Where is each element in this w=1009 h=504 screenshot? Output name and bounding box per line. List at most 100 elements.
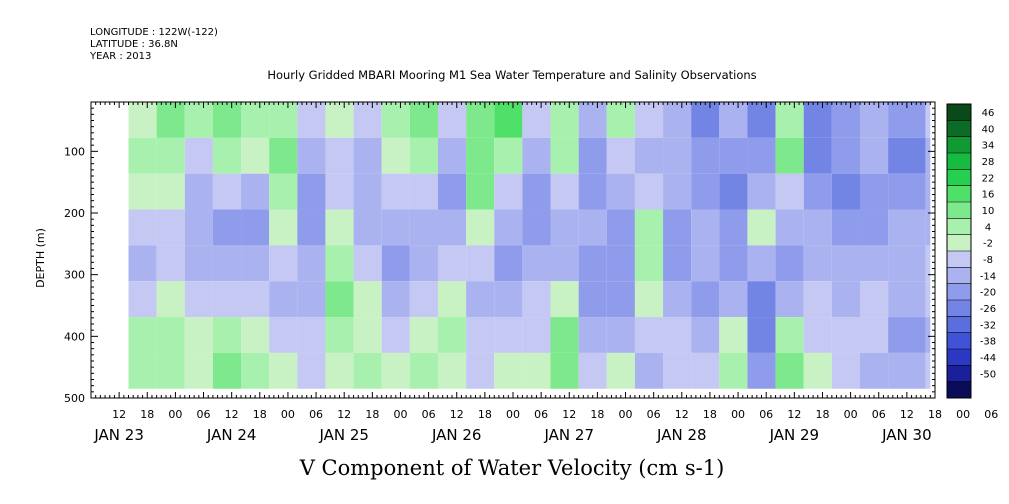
colorbar-label: 28: [982, 157, 995, 168]
heat-cell: [522, 245, 551, 282]
x-date-label: JAN 29: [769, 426, 820, 444]
heat-cell: [606, 173, 635, 210]
x-axis-label: V Component of Water Velocity (cm s-1): [299, 456, 725, 480]
x-date-label: JAN 27: [544, 426, 595, 444]
heat-cell: [353, 317, 382, 353]
heat-cell: [888, 209, 926, 246]
heat-cell: [269, 352, 298, 389]
heat-cell: [466, 245, 495, 282]
heat-cell: [241, 173, 270, 210]
heat-cell: [466, 352, 495, 389]
x-hour-label: 06: [759, 408, 773, 421]
heat-cell: [297, 102, 326, 138]
heat-cell: [212, 281, 242, 318]
heat-cell: [578, 102, 607, 138]
colorbar-label: -14: [980, 271, 996, 282]
year-label: YEAR : 2013: [89, 51, 151, 62]
heat-cell: [888, 137, 926, 174]
x-hour-label: 06: [872, 408, 886, 421]
heat-cell: [719, 281, 748, 318]
heat-cell: [578, 209, 607, 246]
heat-cell: [719, 209, 748, 246]
heat-cell: [353, 209, 382, 246]
x-hour-label: 00: [731, 408, 745, 421]
heat-cell: [925, 317, 931, 353]
heat-cell: [212, 209, 242, 246]
heat-cell: [925, 102, 931, 138]
heat-cell: [156, 245, 185, 282]
heat-cell: [325, 137, 354, 174]
heat-cell: [634, 281, 664, 318]
x-hour-label: 18: [703, 408, 717, 421]
heat-cell: [550, 102, 579, 138]
heat-cell: [831, 102, 860, 138]
heat-cell: [719, 245, 748, 282]
y-tick-label: 500: [64, 392, 85, 405]
heat-cell: [522, 209, 551, 246]
heat-cell: [634, 137, 664, 174]
heat-cell: [494, 173, 523, 210]
heat-cell: [747, 173, 776, 210]
heat-cell: [775, 173, 804, 210]
heat-cell: [634, 352, 664, 389]
heat-cell: [241, 352, 270, 389]
x-hour-label: 18: [928, 408, 942, 421]
heat-cell: [719, 317, 748, 353]
heatmap-cells: [128, 102, 931, 389]
colorbar: 46 40 34 28 22 16 10 4 -2 -8 -14 -20 -26 -32 -38 -44 -50: [946, 103, 996, 399]
heat-cell: [578, 317, 607, 353]
heat-cell: [409, 173, 438, 210]
colorbar-swatch: [947, 349, 971, 366]
x-date-label: JAN 26: [431, 426, 482, 444]
heat-cell: [128, 137, 157, 174]
heat-cell: [241, 102, 270, 138]
heat-cell: [156, 281, 185, 318]
heat-cell: [691, 245, 720, 282]
heat-cell: [269, 281, 298, 318]
heat-cell: [297, 173, 326, 210]
latitude-label: LATITUDE : 36.8N: [90, 39, 178, 50]
x-date-label: JAN 25: [318, 426, 369, 444]
x-hour-label: 06: [534, 408, 548, 421]
heat-cell: [747, 102, 776, 138]
chart-title: Hourly Gridded MBARI Mooring M1 Sea Wate…: [267, 68, 756, 82]
heat-cell: [241, 281, 270, 318]
heat-cell: [494, 281, 523, 318]
y-axis-label: DEPTH (m): [34, 228, 47, 288]
heat-cell: [156, 352, 185, 389]
y-tick-label: 200: [64, 207, 85, 220]
x-hour-label: 18: [140, 408, 154, 421]
y-tick-label: 300: [64, 269, 85, 282]
heat-cell: [184, 245, 213, 282]
heat-cell: [381, 137, 410, 174]
heat-cell: [634, 102, 664, 138]
heat-cell: [184, 281, 213, 318]
colorbar-label: 34: [982, 141, 995, 152]
heat-cell: [269, 137, 298, 174]
heat-cell: [494, 352, 523, 389]
heat-cell: [803, 245, 832, 282]
heat-cell: [663, 317, 692, 353]
heat-cell: [466, 102, 495, 138]
heat-cell: [522, 281, 551, 318]
heat-cell: [466, 173, 495, 210]
x-hour-label: 18: [815, 408, 829, 421]
heat-cell: [606, 137, 635, 174]
heat-cell: [353, 245, 382, 282]
heat-cell: [606, 245, 635, 282]
colorbar-label: 40: [982, 124, 995, 135]
x-hour-label: 18: [253, 408, 267, 421]
heat-cell: [719, 352, 748, 389]
x-ticks: [90, 102, 936, 398]
heat-cell: [241, 245, 270, 282]
plot-area: 100 200 300 400 500: [64, 101, 936, 405]
heat-cell: [606, 281, 635, 318]
heat-cell: [522, 102, 551, 138]
heat-cell: [156, 102, 185, 138]
heat-cell: [241, 317, 270, 353]
heat-cell: [353, 173, 382, 210]
heat-cell: [241, 209, 270, 246]
heat-cell: [925, 209, 931, 246]
heat-cell: [925, 173, 931, 210]
